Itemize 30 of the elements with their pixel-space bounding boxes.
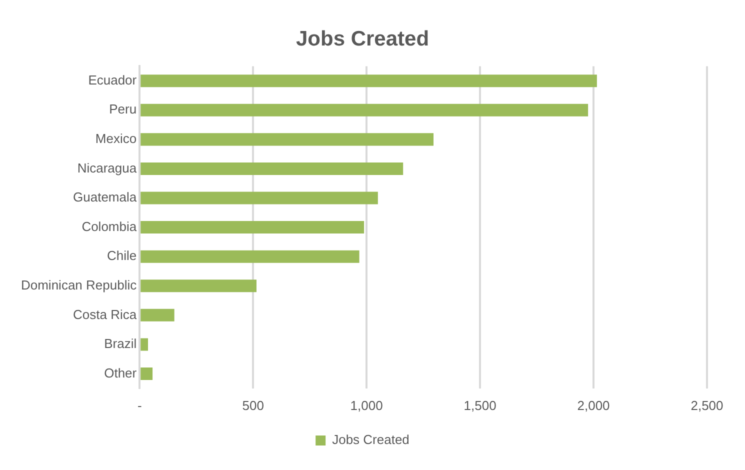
x-tick-label: 2,000 xyxy=(577,398,610,413)
bar xyxy=(140,74,597,88)
bar xyxy=(140,162,404,175)
y-tick-label: Peru xyxy=(109,102,137,117)
bar xyxy=(140,133,434,146)
x-tick-label: 1,500 xyxy=(464,398,496,413)
chart-title: Jobs Created xyxy=(296,27,430,50)
bar xyxy=(140,104,588,116)
y-tick-label: Guatemala xyxy=(73,190,138,205)
bar xyxy=(140,192,378,204)
y-tick-label: Chile xyxy=(106,248,137,264)
bar xyxy=(140,308,174,322)
y-tick-label: Mexico xyxy=(95,131,137,146)
bar xyxy=(140,221,364,234)
x-tick-label: - xyxy=(137,398,142,413)
bar xyxy=(140,338,148,351)
bar xyxy=(140,367,153,380)
x-tick-label: 2,500 xyxy=(690,398,724,413)
y-tick-label: Brazil xyxy=(104,336,137,352)
y-tick-label: Ecuador xyxy=(88,72,138,88)
y-tick-label: Costa Rica xyxy=(73,306,138,322)
x-tick-label: 1,000 xyxy=(350,398,383,413)
y-tick-label: Other xyxy=(104,365,138,380)
bar xyxy=(140,250,360,263)
x-tick-label: 500 xyxy=(242,398,264,413)
legend-label: Jobs Created xyxy=(332,432,410,448)
bar xyxy=(140,280,256,292)
y-tick-label: Dominican Republic xyxy=(20,277,138,292)
y-tick-label: Nicaragua xyxy=(77,160,138,176)
y-tick-label: Colombia xyxy=(82,218,138,234)
